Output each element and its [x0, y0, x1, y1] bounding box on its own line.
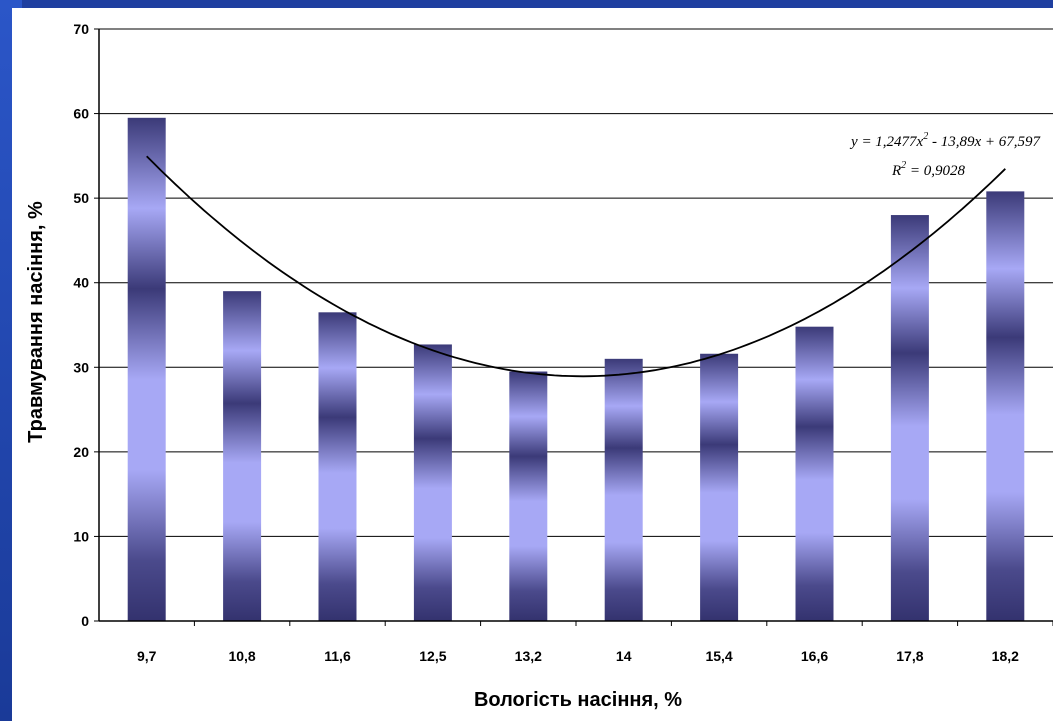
x-tick-label: 16,6	[801, 648, 828, 664]
x-tick-label: 13,2	[515, 648, 542, 664]
x-tick-label: 15,4	[705, 648, 732, 664]
bars	[127, 117, 1025, 622]
x-tick-label: 14	[616, 648, 632, 664]
bar	[604, 358, 643, 621]
y-tick-label: 60	[73, 106, 89, 122]
y-tick-label: 40	[73, 275, 89, 291]
bar	[509, 371, 548, 621]
equation-exponent: 2	[923, 131, 928, 142]
bar	[890, 215, 929, 622]
y-axis-title: Травмування насіння, %	[25, 201, 47, 443]
bar	[700, 353, 739, 621]
bar	[318, 312, 357, 621]
y-tick-label: 10	[73, 528, 89, 544]
x-tick-label: 17,8	[896, 648, 923, 664]
trendline-r-squared: R2 = 0,9028	[891, 160, 966, 179]
y-tick-label: 20	[73, 444, 89, 460]
equation-base: y = 1,2477x	[849, 134, 924, 150]
x-tick-label: 12,5	[419, 648, 446, 664]
equation-rest: - 13,89x + 67,597	[928, 134, 1041, 150]
axes	[94, 28, 1053, 626]
bar	[986, 191, 1025, 621]
bar	[413, 344, 452, 621]
bar	[223, 291, 262, 621]
x-tick-label: 9,7	[137, 648, 157, 664]
y-tick-label: 50	[73, 190, 89, 206]
r2-base: R	[891, 163, 901, 179]
x-axis-title: Вологість насіння, %	[474, 689, 682, 711]
x-tick-label: 18,2	[992, 648, 1019, 664]
trendline-equation: y = 1,2477x2 - 13,89x + 67,597	[849, 131, 1041, 150]
bar	[795, 326, 834, 621]
x-tick-label: 11,6	[324, 648, 351, 664]
r2-rest: = 0,9028	[906, 163, 965, 179]
y-tick-label: 70	[73, 21, 89, 37]
tick-labels: 0 10 20 30 40 50 60 70 9,7 10,8 11,6 12,5 13,2 14 15,4…	[73, 21, 1019, 664]
bar	[127, 117, 166, 622]
r2-exponent: 2	[901, 160, 906, 171]
trendline-layer	[146, 155, 1006, 378]
y-tick-label: 0	[81, 613, 89, 629]
x-tick-label: 10,8	[228, 648, 255, 664]
y-tick-label: 30	[73, 359, 89, 375]
trendline	[146, 155, 1006, 378]
